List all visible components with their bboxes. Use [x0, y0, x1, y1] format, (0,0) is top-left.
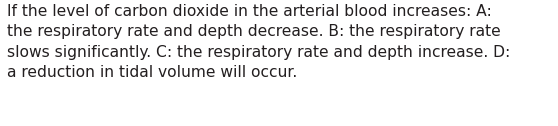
- Text: If the level of carbon dioxide in the arterial blood increases: A:
the respirato: If the level of carbon dioxide in the ar…: [7, 4, 511, 80]
